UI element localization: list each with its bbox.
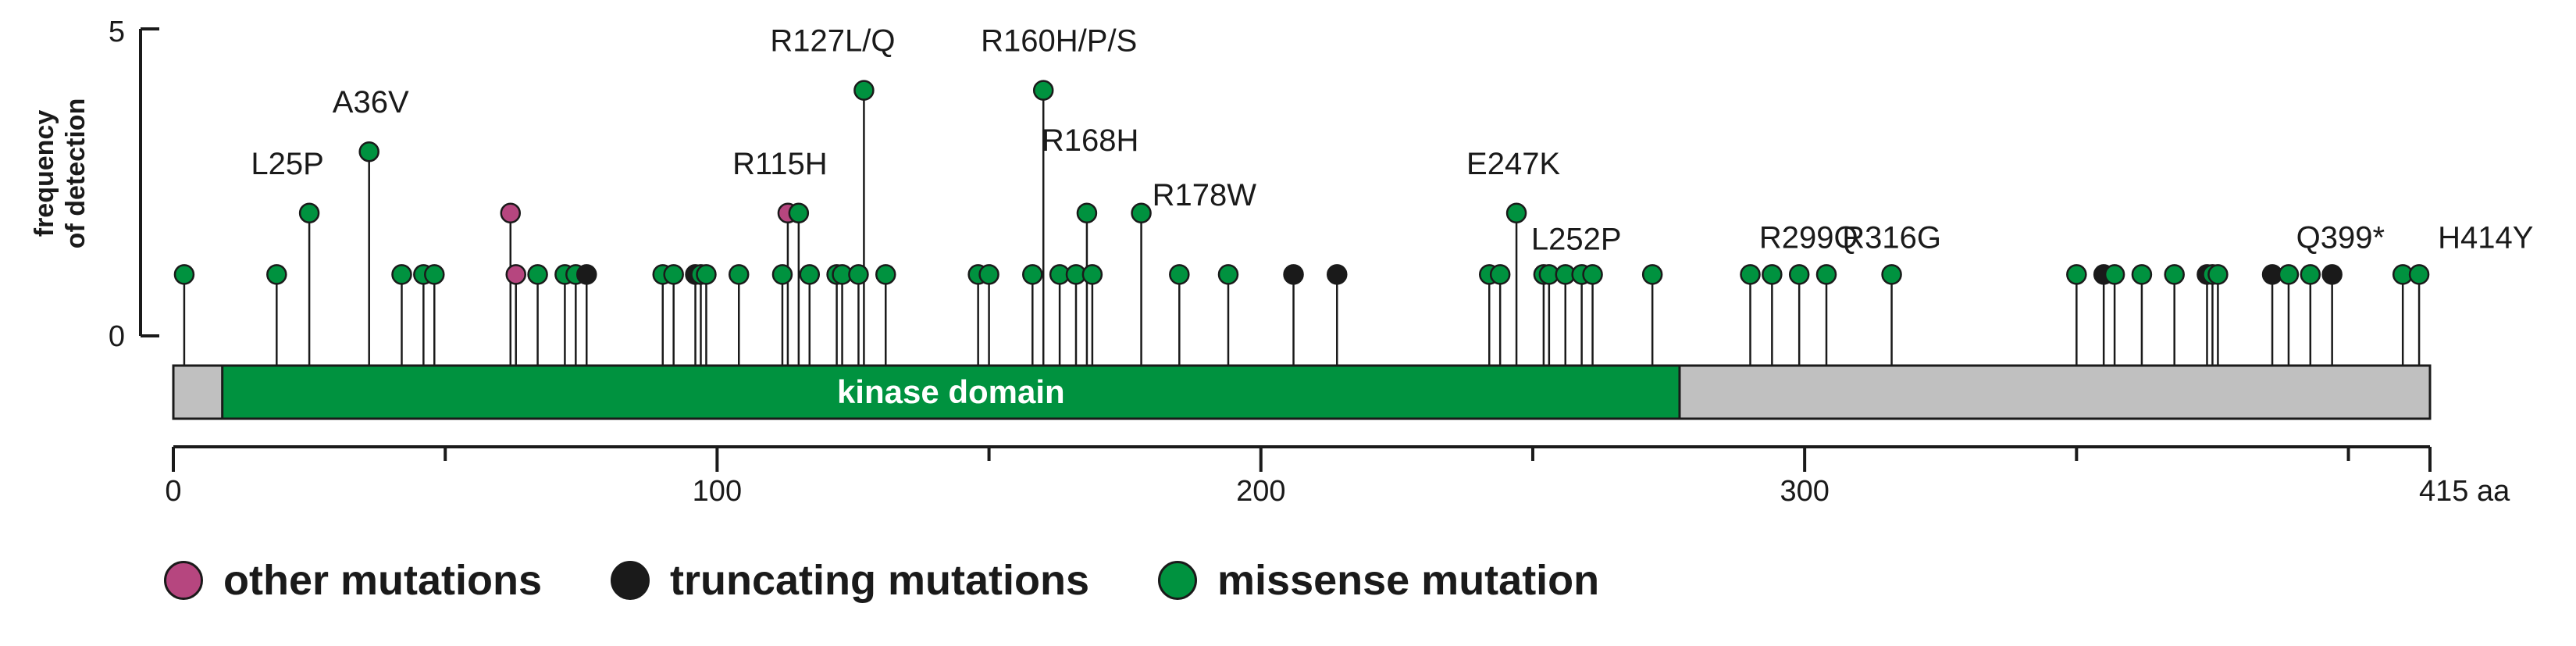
mutation-point-missense <box>1505 202 1527 224</box>
mutation-point-missense <box>1076 202 1098 224</box>
mutation-label-r178w: R178W <box>1153 178 1257 212</box>
mutation-label-a36v: A36V <box>333 85 409 120</box>
y-tick-label-bottom: 0 <box>109 320 125 353</box>
mutation-label-q399: Q399* <box>2296 220 2385 255</box>
x-tick-label: 0 <box>165 475 181 508</box>
mutation-label-r299q: R299Q <box>1759 220 1858 255</box>
mutation-point-missense <box>788 202 810 224</box>
mutation-point-missense <box>266 264 287 285</box>
mutation-point-missense <box>173 264 195 285</box>
y-tick-label-top: 5 <box>109 16 125 48</box>
mutation-label-r316g: R316G <box>1842 220 1941 255</box>
mutation-label-r127l-q: R127L/Q <box>770 24 895 59</box>
legend-item-other: other mutations <box>164 556 542 605</box>
mutation-label-h414y: H414Y <box>2438 220 2533 255</box>
kinase-domain-bar <box>221 364 1681 420</box>
mutation-point-missense <box>1582 264 1603 285</box>
mutation-point-missense <box>2207 264 2229 285</box>
y-axis-label-line-1: frequency <box>30 110 59 237</box>
legend-label-other: other mutations <box>223 557 543 604</box>
mutation-label-r168h: R168H <box>1042 123 1139 158</box>
lollipop-heads <box>173 80 2430 285</box>
mutation-point-missense <box>2164 264 2185 285</box>
legend-item-truncating: truncating mutations <box>611 556 1089 605</box>
mutation-point-missense <box>1022 264 1043 285</box>
mutation-point-truncating <box>2321 264 2343 285</box>
mutation-point-missense <box>527 264 548 285</box>
mutation-point-missense <box>875 264 896 285</box>
legend-label-truncating: truncating mutations <box>670 557 1090 604</box>
mutation-point-missense <box>663 264 684 285</box>
x-tick-label: 200 <box>1236 475 1285 508</box>
mutation-point-missense <box>1217 264 1239 285</box>
mutation-point-missense <box>2408 264 2430 285</box>
mutation-labels: L25P A36V R115H R127L/Q R160H/P/S R168H R178W E… <box>251 24 2533 257</box>
mutation-point-missense <box>298 202 320 224</box>
mutation-label-e247k: E247K <box>1466 147 1560 181</box>
mutation-point-missense <box>1169 264 1190 285</box>
mutation-point-other <box>500 202 522 224</box>
mutation-point-missense <box>1032 80 1054 101</box>
mutation-point-missense <box>2104 264 2125 285</box>
mutation-point-missense <box>1489 264 1511 285</box>
mutation-point-missense <box>1881 264 1902 285</box>
mutation-point-missense <box>2278 264 2300 285</box>
legend-swatch-truncating <box>611 561 650 600</box>
mutation-point-missense <box>358 141 379 162</box>
mutation-point-missense <box>391 264 412 285</box>
y-axis-label-line-2: of detection <box>61 98 91 249</box>
x-tick-label: 300 <box>1780 475 1829 508</box>
legend: other mutations truncating mutations mis… <box>164 556 1668 605</box>
kinase-domain-label: kinase domain <box>837 373 1065 410</box>
mutation-point-missense <box>978 264 999 285</box>
mutation-point-missense <box>1131 202 1152 224</box>
mutation-point-truncating <box>1283 264 1304 285</box>
legend-swatch-missense <box>1158 561 1198 600</box>
mutation-label-l252p: L252P <box>1531 222 1622 256</box>
mutation-point-missense <box>799 264 821 285</box>
legend-item-missense: missense mutation <box>1158 556 1599 605</box>
x-axis-end-label: 415 aa <box>2419 475 2510 508</box>
lollipop-stems <box>183 90 2421 366</box>
legend-swatch-other <box>164 561 203 600</box>
mutation-point-missense <box>1641 264 1663 285</box>
mutation-point-truncating <box>576 264 597 285</box>
x-tick-label: 100 <box>693 475 742 508</box>
mutation-point-missense <box>1815 264 1837 285</box>
mutation-point-truncating <box>1327 264 1348 285</box>
mutation-point-missense <box>848 264 869 285</box>
mutation-label-r115h: R115H <box>732 147 828 181</box>
mutation-point-missense <box>1740 264 1761 285</box>
mutation-point-missense <box>2066 264 2087 285</box>
mutation-point-missense <box>2131 264 2153 285</box>
mutation-label-l25p: L25P <box>251 147 323 181</box>
mutation-point-missense <box>771 264 793 285</box>
mutation-point-missense <box>853 80 875 101</box>
mutation-point-missense <box>2300 264 2321 285</box>
mutation-point-missense <box>1788 264 1810 285</box>
mutation-point-missense <box>424 264 445 285</box>
legend-label-missense: missense mutation <box>1217 557 1600 604</box>
mutation-point-missense <box>1081 264 1103 285</box>
mutation-label-r160h-p-s: R160H/P/S <box>981 24 1137 59</box>
mutation-point-missense <box>1762 264 1783 285</box>
mutation-point-missense <box>696 264 717 285</box>
mutation-point-other <box>505 264 526 285</box>
x-axis-ticks: 0 100 200 300 <box>165 447 2432 508</box>
mutation-point-missense <box>728 264 750 285</box>
